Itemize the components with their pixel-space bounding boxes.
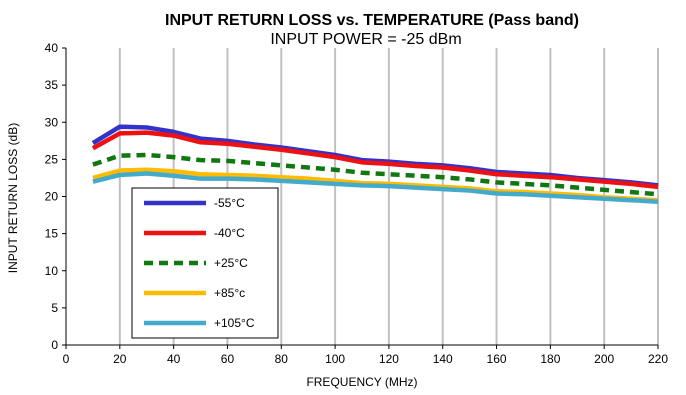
legend-label-3: +25°C	[214, 256, 248, 270]
x-tick-label: 0	[63, 352, 70, 366]
x-tick-label: 20	[113, 352, 127, 366]
y-tick-label: 35	[45, 78, 59, 92]
x-tick-label: 200	[594, 352, 614, 366]
x-tick-label: 140	[433, 352, 453, 366]
y-tick-label: 15	[45, 227, 59, 241]
legend-label-1: -55°C	[214, 196, 245, 210]
x-tick-label: 100	[325, 352, 345, 366]
series-line-2	[91, 130, 659, 190]
x-tick-label: 160	[487, 352, 507, 366]
y-tick-label: 40	[45, 41, 59, 55]
x-tick-label: 80	[275, 352, 289, 366]
legend: -55°C -40°C +25°C +85°c +105°C	[131, 187, 279, 339]
x-tick-label: 40	[167, 352, 181, 366]
y-axis-label: INPUT RETURN LOSS (dB)	[6, 123, 20, 273]
tick-labels: 0 5 10 15 20 25 30 35 40 0 20 40 60 80 100 120 140 160 180…	[45, 41, 669, 366]
y-tick-label: 20	[45, 190, 59, 204]
y-tick-label: 0	[51, 338, 58, 352]
x-tick-label: 180	[540, 352, 560, 366]
x-tick-label: 60	[221, 352, 235, 366]
series-lines	[91, 124, 659, 204]
y-tick-label: 25	[45, 152, 59, 166]
axes	[62, 47, 659, 349]
y-tick-label: 5	[51, 301, 58, 315]
chart-title: INPUT RETURN LOSS vs. TEMPERATURE (Pass …	[165, 12, 579, 29]
series-line-3	[92, 152, 659, 197]
series-line-5	[92, 171, 659, 204]
legend-label-4: +85°c	[214, 286, 245, 300]
y-tick-label: 10	[45, 264, 59, 278]
y-tick-label: 30	[45, 115, 59, 129]
legend-label-5: +105°C	[214, 316, 255, 330]
x-axis-label: FREQUENCY (MHz)	[306, 375, 417, 389]
x-tick-label: 120	[379, 352, 399, 366]
x-tick-label: 220	[648, 352, 668, 366]
chart-subtitle: INPUT POWER = -25 dBm	[270, 31, 461, 48]
legend-label-2: -40°C	[214, 226, 245, 240]
